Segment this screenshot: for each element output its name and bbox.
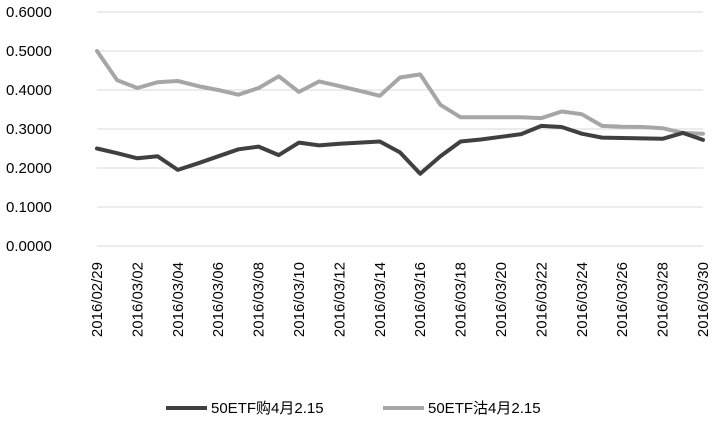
x-tick-label: 2016/03/26: [614, 262, 631, 337]
x-tick-label: 2016/03/16: [412, 262, 429, 337]
x-tick-label: 2016/03/08: [251, 262, 268, 337]
y-tick-label: 0.0000: [6, 238, 52, 255]
x-tick-label: 2016/03/14: [372, 262, 389, 337]
x-tick-label: 2016/03/22: [533, 262, 550, 337]
y-tick-label: 0.3000: [6, 121, 52, 138]
legend: 50ETF购4月2.15 50ETF沽4月2.15: [166, 400, 541, 417]
x-tick-label: 2016/03/04: [170, 262, 187, 337]
x-tick-label: 2016/03/06: [210, 262, 227, 337]
y-axis-ticks: 0.0000 0.1000 0.2000 0.3000 0.4000 0.5000 0.60…: [6, 4, 52, 255]
legend-label-put: 50ETF沽4月2.15: [428, 400, 541, 417]
series-lines: [95, 49, 705, 176]
y-tick-label: 0.4000: [6, 82, 52, 99]
x-tick-label: 2016/03/18: [453, 262, 470, 337]
y-tick-label: 0.1000: [6, 199, 52, 216]
x-tick-label: 2016/03/24: [574, 262, 591, 337]
x-tick-label: 2016/03/02: [129, 262, 146, 337]
legend-label-call: 50ETF购4月2.15: [211, 400, 324, 417]
x-tick-label: 2016/03/28: [655, 262, 672, 337]
x-tick-label: 2016/03/20: [493, 262, 510, 337]
gridlines: [97, 11, 703, 247]
x-tick-label: 2016/02/29: [89, 262, 106, 337]
y-tick-label: 0.5000: [6, 43, 52, 60]
series-line-put: [95, 49, 705, 136]
x-tick-label: 2016/03/10: [291, 262, 308, 337]
x-axis-ticks: 2016/02/29 2016/03/02 2016/03/04 2016/03/06…: [89, 262, 712, 337]
series-line-call: [95, 123, 705, 176]
x-tick-label: 2016/03/30: [695, 262, 712, 337]
y-tick-label: 0.2000: [6, 160, 52, 177]
x-tick-label: 2016/03/12: [331, 262, 348, 337]
y-tick-label: 0.6000: [6, 4, 52, 21]
